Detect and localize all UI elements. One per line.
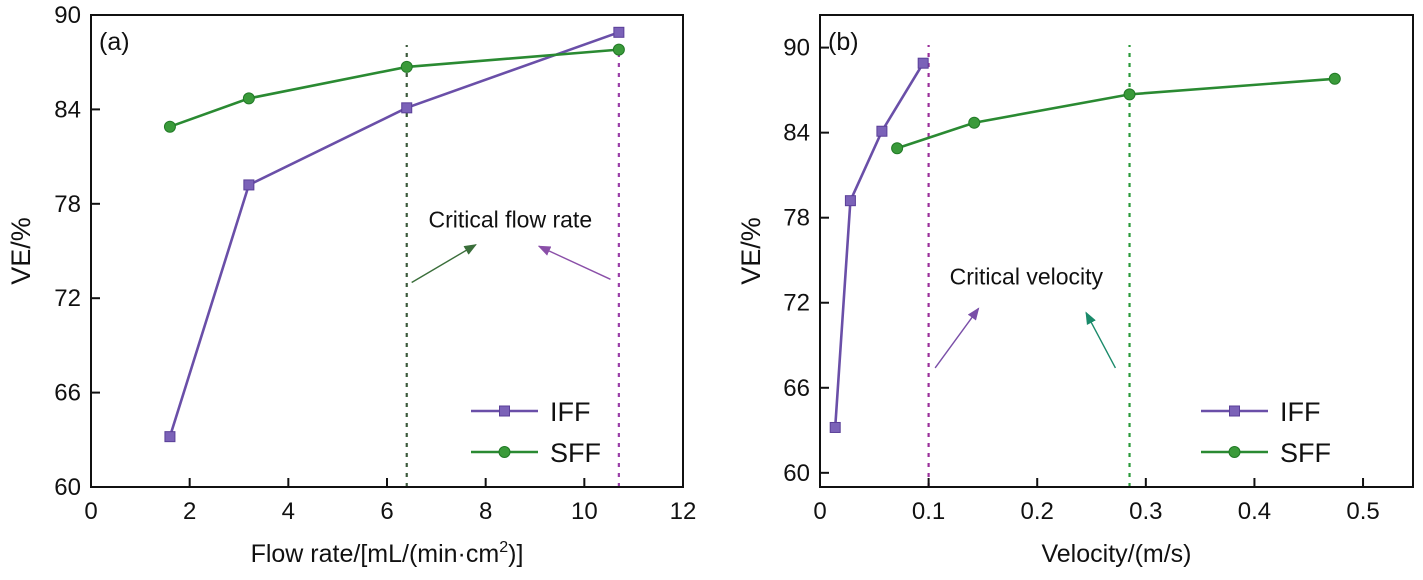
x-axis-label-sup: 2 [499,539,508,556]
legend-marker-iff [1229,405,1240,417]
series-line-sff [896,77,1335,150]
y-tick-label: 72 [783,290,810,317]
data-point-sff [163,120,176,133]
data-point-sff [612,43,625,56]
y-tick-label: 66 [54,380,81,407]
y-tick-label: 60 [783,460,810,487]
x-tick-label: 6 [380,498,393,525]
y-tick-label: 90 [783,35,810,62]
annotation-arrow [411,244,477,284]
x-tick-label: 0.4 [1238,498,1271,525]
data-point-iff [917,57,929,69]
legend-label-iff: IFF [550,397,591,427]
legend-label-iff: IFF [1280,397,1321,427]
data-point-iff [844,195,856,207]
series-line-sff [169,48,619,128]
series-line-iff [168,31,620,438]
plot-frame [90,14,684,488]
data-point-iff [613,26,625,38]
panel-label: (b) [828,28,859,56]
y-axis-label: VE/% [736,217,766,285]
y-tick-label: 90 [54,2,81,29]
data-point-sff [400,60,413,73]
y-tick-label: 78 [54,191,81,218]
legend-marker-sff [1228,446,1241,458]
x-tick-label: 0.5 [1346,498,1379,525]
legend-label-sff: SFF [1280,438,1331,468]
data-point-sff [242,92,255,105]
x-axis-label-main: Velocity/(m/s) [1041,540,1191,568]
annotation-text: Critical velocity [950,263,1104,289]
x-axis-label-end: )] [508,540,523,568]
x-tick-label: 0 [84,498,97,525]
x-tick-label: 12 [670,498,697,525]
x-tick-label: 2 [183,498,196,525]
panel-label: (a) [99,28,130,56]
x-tick-label: 0.3 [1129,498,1162,525]
y-tick-label: 84 [783,120,810,147]
x-tick-label: 4 [282,498,295,525]
x-tick-label: 8 [479,498,492,525]
data-point-sff [1328,72,1341,85]
x-tick-label: 10 [571,498,598,525]
data-point-sff [891,142,904,155]
annotation-arrow [537,245,611,280]
x-tick-label: 0.1 [912,498,945,525]
y-tick-label: 66 [783,375,810,402]
data-point-iff [164,431,176,443]
plot-frame [819,14,1414,488]
x-axis-label: Flow rate/[mL/(min·cm2)] [251,539,524,568]
annotation-text: Critical flow rate [429,206,593,232]
x-tick-label: 0 [813,498,826,525]
legend-marker-iff [499,405,510,417]
y-tick-label: 60 [54,474,81,501]
y-tick-label: 72 [54,285,81,312]
data-point-sff [968,116,981,129]
data-point-iff [876,125,888,137]
chart-panel-b: Critical velocity 0 0.1 0.2 0.3 0.4 0.5 60 66 72 7… [736,14,1414,568]
annotation-arrow [1085,311,1117,369]
annotation-arrow [934,307,980,369]
series-line-iff [833,62,925,428]
data-point-iff [243,179,255,191]
legend-marker-sff [498,446,511,458]
y-axis-label: VE/% [6,217,36,285]
y-tick-label: 78 [783,205,810,232]
data-point-iff [401,102,413,114]
x-axis-label: Velocity/(m/s) [1041,540,1191,568]
data-point-iff [829,421,841,433]
data-point-sff [1123,88,1136,101]
y-tick-label: 84 [54,96,81,123]
x-axis-label-main: Flow rate/[mL/(min·cm [251,540,500,568]
x-tick-label: 0.2 [1021,498,1054,525]
legend-label-sff: SFF [550,438,601,468]
chart-panel-a: Critical flow rate 0 2 4 6 8 10 12 60 66 72 78 84 90 (… [6,2,696,568]
